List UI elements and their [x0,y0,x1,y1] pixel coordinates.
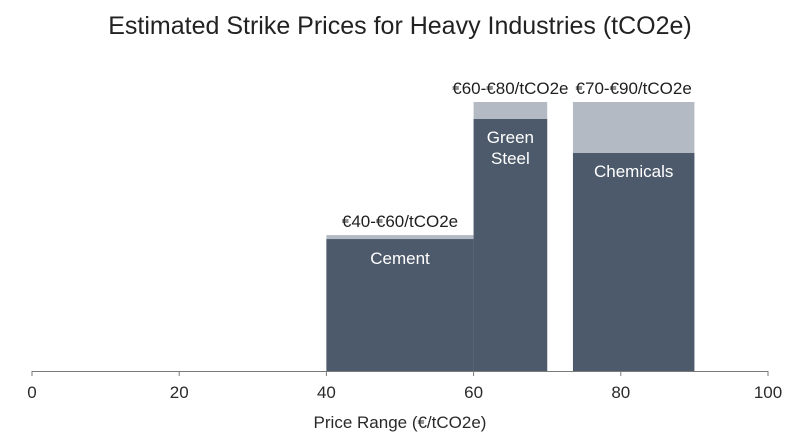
bar-green-steel-lower [473,119,548,371]
x-tick-label: 0 [27,383,36,402]
bar-green-steel-label: Green [487,128,534,147]
bar-chemicals-range-label: €70-€90/tCO2e [576,79,692,98]
bar-chemicals-label: Chemicals [594,162,673,181]
bars-layer: €40-€60/tCO2e Cement €60-€80/tCO2e Green Ste… [326,79,695,371]
x-tick-label: 40 [317,383,336,402]
x-tick-label: 80 [611,383,630,402]
bar-green-steel-label: Steel [491,149,530,168]
bar-cement-range-label: €40-€60/tCO2e [342,212,458,231]
x-tick-label: 60 [464,383,483,402]
x-axis-title: Price Range (€/tCO2e) [314,413,487,432]
x-tick-label: 100 [754,383,782,402]
x-tick-label: 20 [170,383,189,402]
bar-green-steel-range-label: €60-€80/tCO2e [452,79,568,98]
chart-title: Estimated Strike Prices for Heavy Indust… [108,12,692,40]
bar-cement-label: Cement [370,249,430,268]
x-axis-ticks: 0 20 40 60 80 100 [27,371,782,402]
bar-cement-lower [326,239,474,371]
bar-chemicals-lower [572,153,695,371]
